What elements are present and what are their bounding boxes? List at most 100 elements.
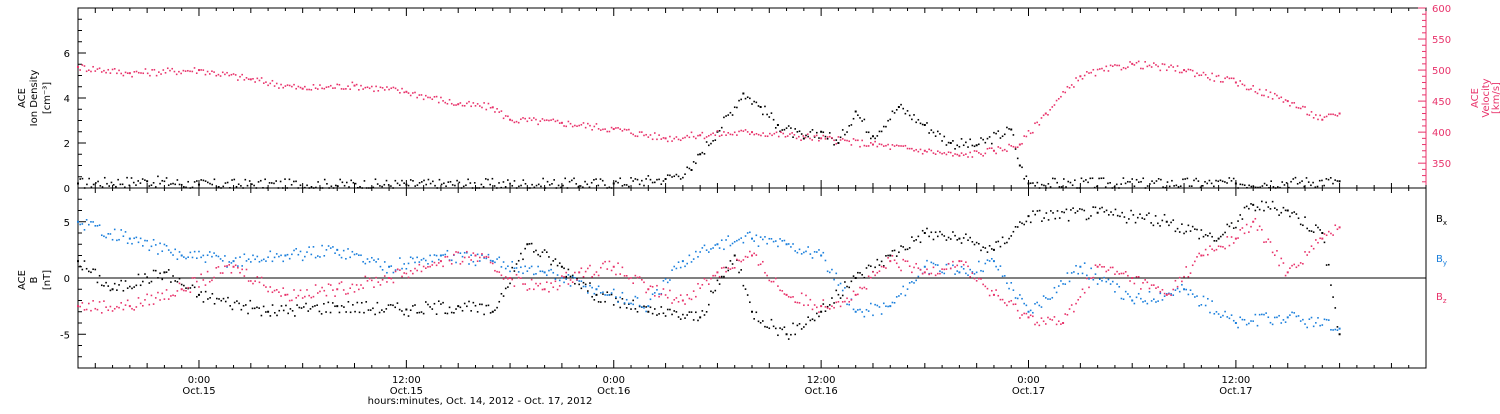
velocity-point: [1159, 69, 1162, 72]
bx-point: [240, 308, 243, 311]
density-point: [1093, 186, 1096, 189]
bx-point: [1202, 235, 1205, 238]
velocity-point: [692, 135, 695, 138]
velocity-tick-label: 500: [1432, 66, 1451, 77]
by-point: [511, 260, 514, 263]
bz-point: [798, 302, 801, 304]
bz-point: [176, 290, 179, 292]
velocity-point: [94, 70, 97, 72]
bz-point: [1070, 304, 1073, 306]
by-point: [1321, 324, 1324, 326]
by-point: [1049, 298, 1051, 300]
bz-point: [718, 275, 721, 278]
by-point: [1003, 275, 1006, 277]
bz-point: [1245, 223, 1248, 226]
velocity-point: [1111, 65, 1114, 68]
density-point: [253, 184, 255, 187]
density-point: [1113, 186, 1116, 188]
bx-point: [984, 247, 987, 249]
bx-point: [759, 322, 762, 324]
by-point: [774, 240, 777, 242]
bx-point: [610, 293, 613, 296]
velocity-point: [576, 125, 578, 128]
density-point: [988, 136, 991, 138]
by-point: [362, 260, 364, 263]
velocity-point: [520, 118, 522, 121]
bx-point: [684, 317, 686, 319]
bx-point: [945, 239, 948, 241]
bx-point: [378, 311, 381, 314]
density-point: [407, 184, 410, 187]
by-point: [759, 236, 762, 238]
by-point: [1243, 318, 1246, 321]
bz-point: [1289, 267, 1291, 269]
bx-point: [285, 304, 287, 307]
bx-point: [1219, 235, 1222, 238]
velocity-point: [323, 87, 326, 90]
bz-point: [1131, 277, 1134, 279]
velocity-point: [690, 131, 693, 134]
density-point: [891, 110, 894, 113]
bz-point: [651, 285, 654, 288]
density-point: [1054, 177, 1056, 180]
density-point: [816, 131, 818, 134]
by-point: [777, 245, 779, 248]
density-point: [213, 178, 216, 181]
density-point: [372, 186, 375, 189]
by-point: [781, 240, 784, 242]
bz-point: [517, 276, 520, 279]
bz-point: [1302, 262, 1304, 265]
density-point: [986, 137, 989, 140]
bx-point: [401, 310, 403, 312]
bz-point: [915, 262, 917, 265]
bz-point: [316, 292, 319, 294]
density-point: [1314, 186, 1317, 189]
density-point: [1199, 186, 1202, 189]
bx-point: [1052, 212, 1054, 214]
by-point: [295, 247, 297, 250]
bx-point: [558, 262, 561, 264]
bz-point: [1209, 245, 1211, 247]
velocity-point: [509, 118, 512, 121]
velocity-point: [513, 121, 516, 124]
bx-point: [731, 263, 734, 265]
by-point: [351, 250, 354, 253]
bz-point: [286, 293, 289, 296]
density-point: [451, 184, 454, 186]
by-point: [442, 254, 444, 256]
by-point: [934, 263, 937, 266]
by-point: [1086, 274, 1088, 277]
by-point: [945, 263, 948, 266]
bx-point: [848, 286, 851, 289]
bz-point: [1155, 287, 1157, 289]
by-point: [98, 224, 101, 227]
velocity-point: [967, 156, 969, 158]
density-point: [1003, 133, 1006, 136]
by-point: [1092, 278, 1095, 281]
legend-bx: Bx: [1436, 214, 1447, 227]
by-point: [1299, 320, 1302, 322]
bx-point: [1125, 221, 1128, 224]
by-point: [116, 239, 118, 242]
velocity-point: [753, 133, 756, 136]
density-point: [220, 187, 222, 189]
by-point: [900, 293, 902, 295]
density-point: [610, 187, 613, 189]
by-point: [321, 244, 323, 247]
bx-point: [794, 333, 797, 336]
velocity-point: [958, 154, 961, 157]
bx-point: [898, 251, 900, 254]
bz-point: [355, 284, 358, 286]
bz-point: [252, 282, 254, 285]
velocity-point: [926, 151, 928, 153]
by-point: [930, 261, 933, 264]
bx-point: [189, 287, 192, 289]
by-point: [126, 242, 129, 245]
density-point: [1190, 185, 1193, 187]
velocity-point: [1187, 68, 1190, 71]
bz-point: [383, 275, 386, 277]
by-point: [154, 244, 157, 246]
bx-point: [167, 269, 170, 271]
bx-point: [256, 306, 258, 309]
bz-point: [1159, 290, 1162, 293]
